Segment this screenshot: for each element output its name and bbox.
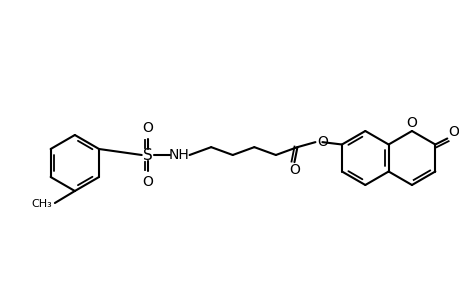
- Text: CH₃: CH₃: [31, 199, 52, 209]
- Text: O: O: [288, 163, 299, 177]
- Text: O: O: [406, 116, 416, 130]
- Text: O: O: [447, 125, 458, 140]
- Text: S: S: [142, 148, 152, 163]
- Text: O: O: [142, 175, 153, 189]
- Text: O: O: [142, 121, 153, 135]
- Text: O: O: [316, 135, 327, 149]
- Text: NH: NH: [168, 148, 189, 162]
